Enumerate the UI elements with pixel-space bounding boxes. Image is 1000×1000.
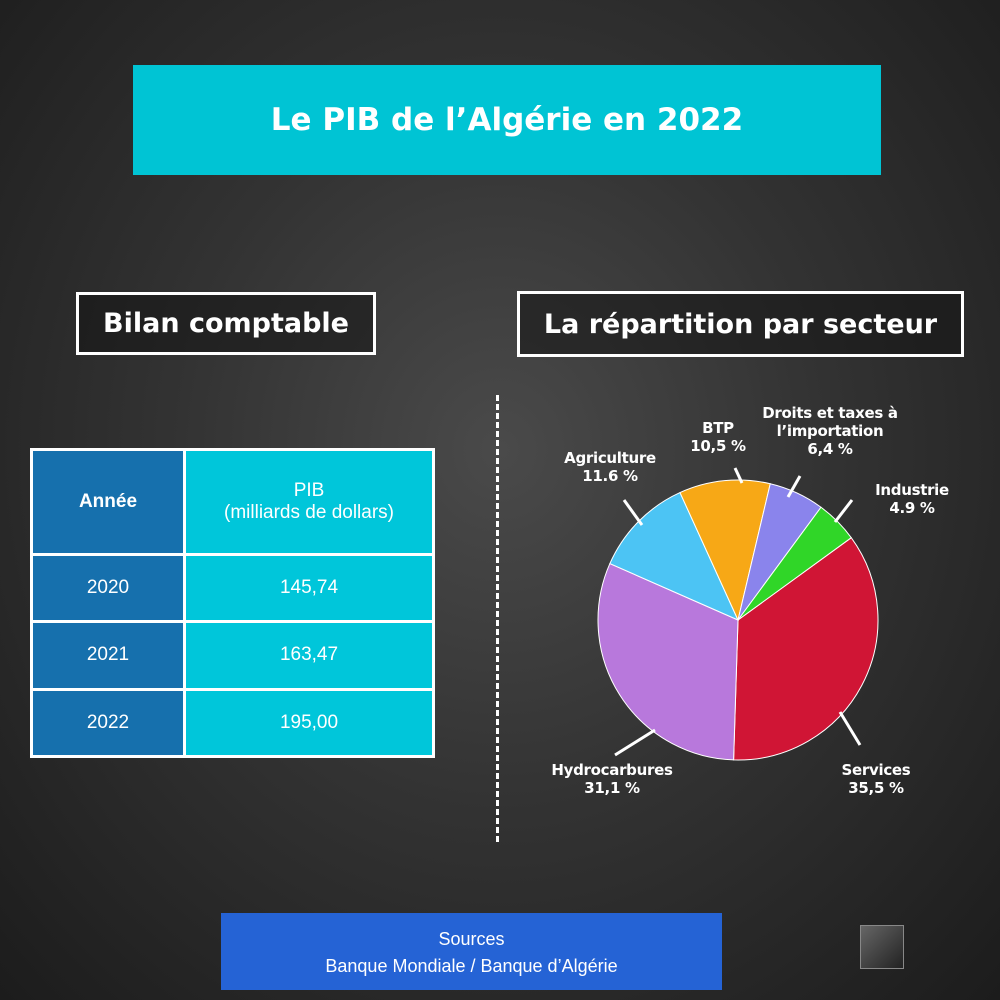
leader-line: [733, 467, 744, 484]
slice-label: Agriculture 11.6 %: [550, 449, 670, 485]
table-title: Bilan comptable: [76, 292, 376, 355]
logo: [860, 925, 904, 969]
chart-title: La répartition par secteur: [517, 291, 964, 357]
leader-line: [833, 499, 854, 523]
footer: Sources Banque Mondiale / Banque d’Algér…: [221, 913, 722, 990]
slice-label: BTP 10,5 %: [678, 419, 758, 455]
table-row: 2020 145,74: [30, 552, 435, 624]
slice-value: 10,5 %: [690, 437, 746, 455]
slice-value: 11.6 %: [582, 467, 638, 485]
table-row: 2021 163,47: [30, 620, 435, 691]
slice-name: Hydrocarbures: [551, 761, 673, 779]
slice-name: Industrie: [875, 481, 949, 499]
slice-label: Industrie 4.9 %: [862, 481, 962, 517]
slice-label: Droits et taxes à l’importation 6,4 %: [755, 404, 905, 458]
slice-name: Services: [841, 761, 911, 779]
leader-line: [622, 499, 644, 526]
table-cell: 145,74: [183, 552, 435, 624]
table-cell: 163,47: [183, 620, 435, 691]
slice-value: 31,1 %: [584, 779, 640, 797]
separator: [496, 395, 499, 842]
pie-slice: [679, 479, 771, 622]
header-text: PIB: [293, 480, 325, 501]
gdp-table: Année PIB (milliards de dollars) 2020 145,74…: [30, 448, 435, 759]
header-cell: PIB (milliards de dollars): [183, 448, 435, 556]
slice-value: 4.9 %: [889, 499, 935, 517]
leader-line: [786, 475, 802, 498]
header-cell: Année: [30, 448, 186, 556]
footer-title: Sources: [438, 929, 505, 949]
slice-name: BTP: [702, 419, 734, 437]
table-row: 2022 195,00: [30, 687, 435, 759]
title: Le PIB de l’Algérie en 2022: [133, 65, 881, 175]
slice-label: Hydrocarbures 31,1 %: [537, 761, 687, 797]
table-cell: 2022: [30, 687, 186, 759]
header-text: (milliards de dollars): [224, 502, 394, 523]
table-cell: 195,00: [183, 687, 435, 759]
header-row: Année PIB (milliards de dollars): [30, 448, 435, 556]
pie-slice: [597, 562, 739, 761]
slice-label: Services 35,5 %: [816, 761, 936, 797]
leader-line: [614, 728, 656, 757]
slice-name: Droits et taxes à l’importation: [762, 404, 898, 440]
slice-value: 35,5 %: [848, 779, 904, 797]
slice-name: Agriculture: [564, 449, 656, 467]
slice-value: 6,4 %: [807, 440, 853, 458]
footer-text: Banque Mondiale / Banque d’Algérie: [325, 956, 618, 976]
table-cell: 2020: [30, 552, 186, 624]
leader-line: [838, 711, 862, 746]
header-text: Année: [78, 491, 138, 512]
pie-slice: [733, 537, 879, 761]
table-cell: 2021: [30, 620, 186, 691]
